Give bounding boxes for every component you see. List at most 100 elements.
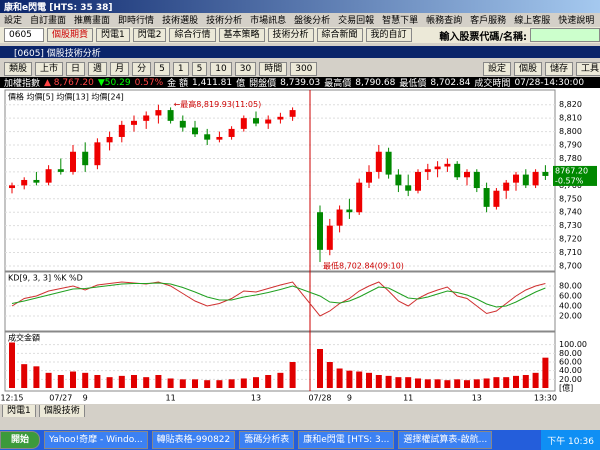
candle-body — [483, 188, 490, 207]
volume-bar — [21, 364, 28, 388]
volume-bar — [434, 379, 441, 388]
volume-bar — [216, 380, 223, 388]
volume-bar — [375, 375, 382, 388]
x-tick-label: 11 — [166, 394, 176, 403]
volume-bar — [277, 372, 284, 388]
kd-line — [11, 282, 546, 308]
task-item[interactable]: 選擇權試算表-啟航... — [398, 431, 493, 449]
volume-bar — [483, 378, 490, 388]
volume-bar — [9, 342, 15, 388]
control-button[interactable]: 時間 — [259, 62, 288, 76]
menu-item: 線上客服 — [514, 16, 551, 26]
menu-bar: 設定 自訂畫面 推薦畫面 即時行情 技術選股 技術分析 市場訊息 盤後分析 交易回報 智慧下單 帳務… — [0, 13, 600, 26]
volume-bar — [336, 368, 343, 388]
info-field: 最低價 — [399, 79, 427, 88]
control-button[interactable]: 類股 — [4, 62, 33, 76]
toolbar-button[interactable]: 基本策略 — [218, 28, 265, 42]
y-tick-label: 8,790 — [559, 141, 582, 150]
volume-bar — [454, 379, 461, 388]
volume-bar — [106, 377, 113, 388]
control-button[interactable]: 5 — [154, 62, 170, 76]
candle-body — [94, 142, 101, 166]
volume-bar — [522, 375, 529, 388]
y-tick-label: 8,810 — [559, 114, 582, 123]
task-item[interactable]: 籌碼分析表 — [239, 431, 295, 449]
candle-body — [395, 174, 402, 186]
control-button[interactable]: 分 — [132, 62, 152, 76]
search-input[interactable] — [530, 28, 600, 42]
y-tick-label: 8,750 — [559, 194, 582, 203]
task-item[interactable]: Yahoo!奇摩 - Windo... — [44, 431, 148, 449]
toolbar-button[interactable]: 閃電2 — [132, 28, 167, 42]
chart: 8,7008,7108,7208,7308,7408,7508,7608,770… — [0, 88, 600, 404]
volume-bar — [179, 379, 186, 388]
y-tick-label: 8,710 — [559, 248, 582, 257]
clock: 下午 10:36 — [541, 430, 600, 450]
control-button[interactable]: 30 — [234, 62, 257, 76]
candle-body — [82, 151, 89, 166]
toolbar-button[interactable]: 綜合行情 — [169, 28, 216, 42]
candle-body — [317, 212, 323, 250]
candle-body — [167, 110, 174, 121]
tab[interactable]: 閃電1 — [2, 405, 36, 417]
candle-body — [454, 163, 461, 178]
toolbar-button[interactable]: 個股期貨 — [47, 28, 94, 42]
control-button[interactable]: 5 — [191, 62, 208, 76]
control-button[interactable]: 月 — [110, 62, 130, 76]
y-tick-label: 8,730 — [559, 221, 582, 230]
volume-bar — [253, 377, 259, 388]
y-tick-label: 100.00 — [559, 340, 587, 349]
candle-body — [9, 185, 15, 189]
control-button[interactable]: 個股 — [513, 62, 542, 76]
menu-item: 即時行情 — [118, 16, 155, 26]
volume-bar — [192, 379, 198, 388]
volume-bar — [542, 357, 549, 388]
toolbar-button[interactable]: 綜合新聞 — [316, 28, 363, 42]
volume-unit: [億] — [559, 383, 573, 393]
control-button[interactable]: 工具 — [575, 62, 600, 76]
volume-bar — [473, 379, 480, 388]
y-tick-label: 8,820 — [559, 100, 582, 109]
start-button[interactable]: 開始 — [0, 431, 41, 449]
x-tick-label: 9 — [83, 394, 88, 403]
control-button[interactable]: 儲存 — [544, 62, 573, 76]
volume-bar — [155, 375, 162, 388]
control-button[interactable]: 上市 — [35, 62, 64, 76]
volume-bar — [240, 378, 247, 388]
last-change: -0.57% — [555, 176, 584, 185]
toolbar-button[interactable]: 技術分析 — [267, 28, 314, 42]
volume-bar — [493, 377, 500, 388]
info-field: 億 — [236, 79, 246, 88]
volume-bar — [405, 377, 412, 388]
control-button[interactable]: 日 — [66, 62, 86, 76]
volume-bar — [45, 372, 52, 388]
control-button[interactable]: 300 — [290, 62, 318, 76]
candle-body — [473, 171, 480, 189]
control-button[interactable]: 設定 — [482, 62, 511, 76]
control-button[interactable]: 週 — [88, 62, 108, 76]
code-box[interactable]: 0605 — [4, 28, 44, 42]
task-item[interactable]: 轉貼表格-990822 — [151, 431, 236, 449]
title-bar: 康和e閃電 [HTS: 35 38] — [0, 0, 600, 13]
y-tick-label: 20.00 — [559, 375, 582, 384]
toolbar-button[interactable]: 我的自訂 — [365, 28, 412, 42]
controls: 類股 上市日週月分 5 1 5 10 30 時間 300 設定 個股 儲存 工具 — [0, 62, 600, 76]
control-button[interactable]: 10 — [210, 62, 232, 76]
taskbar: 開始 Yahoo!奇摩 - Windo... 轉貼表格-990822 籌碼分析表 康和e… — [0, 430, 600, 450]
toolbar-button[interactable]: 閃電1 — [96, 28, 130, 42]
volume-bar — [33, 366, 40, 388]
task-item[interactable]: 康和e閃電 [HTS: 3... — [298, 431, 395, 449]
info-field: ▼50.29 — [97, 77, 131, 88]
control-button[interactable]: 1 — [172, 62, 189, 76]
info-field: 0.57% — [134, 77, 164, 88]
candle-body — [143, 115, 150, 121]
tab[interactable]: 個股技術 — [38, 405, 85, 417]
y-tick-label: 8,720 — [559, 235, 582, 244]
candle-body — [106, 136, 113, 143]
candle-body — [493, 190, 500, 207]
candle-body — [265, 119, 272, 124]
menu-item: 自訂畫面 — [30, 16, 67, 26]
candle-body — [70, 151, 76, 172]
volume-title: 成交金額 — [8, 333, 40, 343]
